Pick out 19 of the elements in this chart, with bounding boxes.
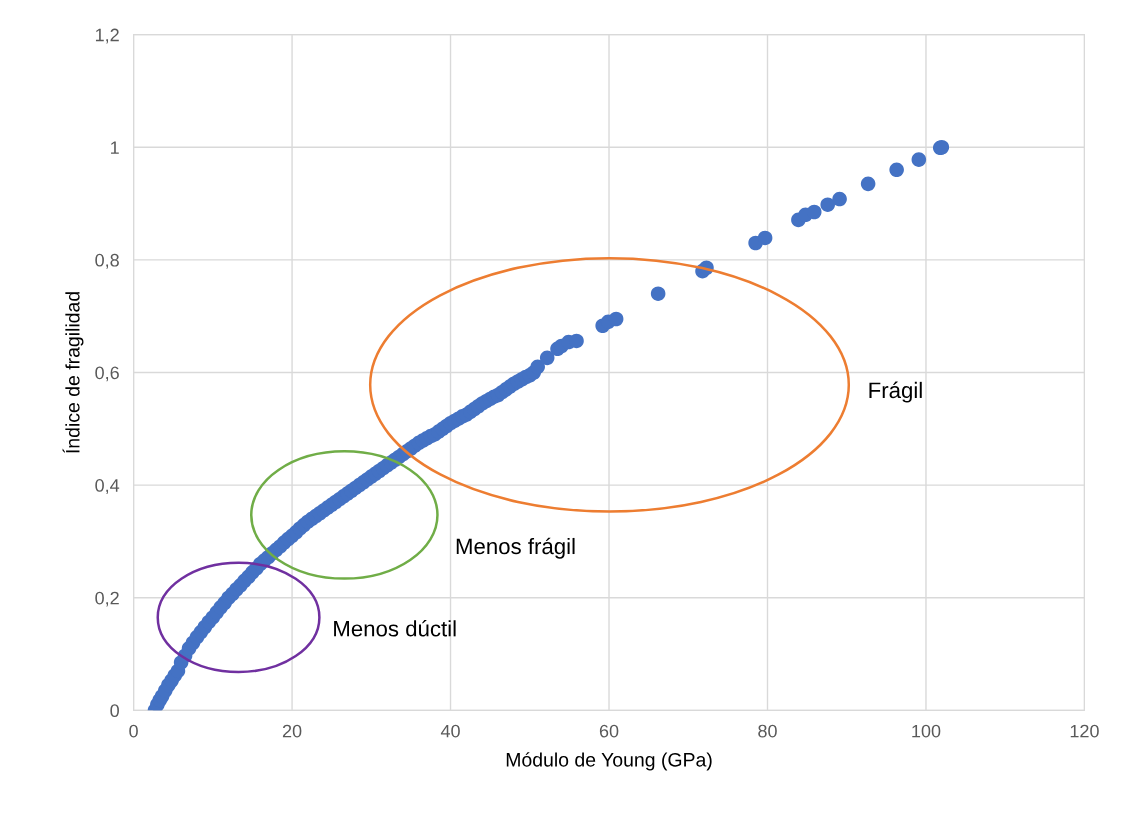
y-tick-label: 1 xyxy=(111,141,119,154)
annotation: Frágil xyxy=(869,381,922,403)
annotation: Menos frágil xyxy=(456,537,575,559)
x-tick-label: 120 xyxy=(1070,724,1099,738)
x-tick-label: 0 xyxy=(129,724,138,738)
x-tick-label: 80 xyxy=(758,724,777,738)
y-tick-label: 0,4 xyxy=(95,479,120,494)
annotation: Menos dúctil xyxy=(334,619,456,637)
y-tick-label: 0,2 xyxy=(95,591,119,607)
y-tick-label: 0,8 xyxy=(95,253,119,269)
x-tick-label: 20 xyxy=(282,724,302,738)
x-tick-label: 60 xyxy=(599,724,619,738)
x-axis-title: Módulo de Young (GPa) xyxy=(506,752,712,771)
y-tick-label: 0,6 xyxy=(95,366,119,382)
x-tick-label: 100 xyxy=(912,724,941,738)
x-tick-label: 40 xyxy=(440,724,460,738)
y-tick-label: 0 xyxy=(110,704,119,718)
y-tick-label: 1,2 xyxy=(95,28,119,44)
y-axis-title: Índice de fragilidad xyxy=(62,292,84,453)
